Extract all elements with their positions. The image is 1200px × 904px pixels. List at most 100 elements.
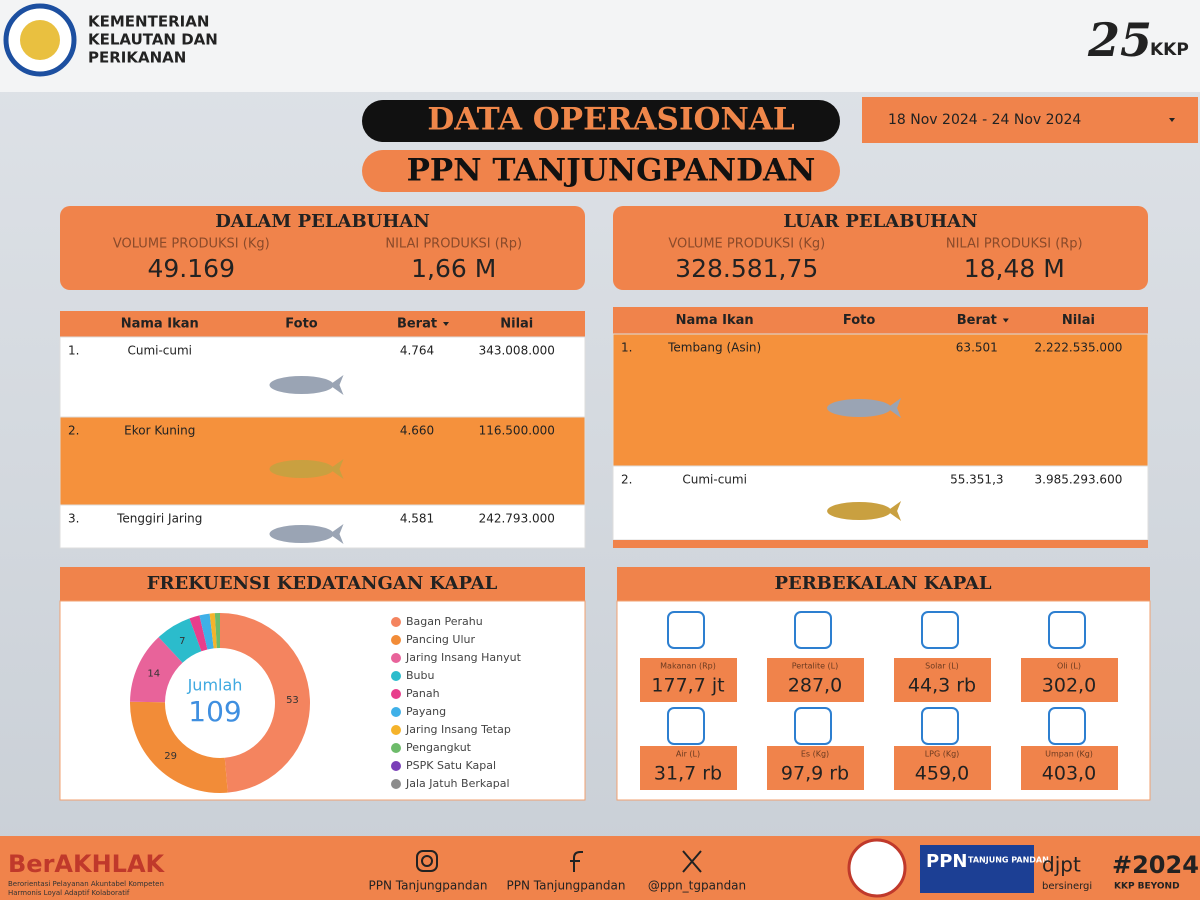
facebook-icon[interactable] — [570, 851, 583, 872]
metric-value: 1,66 M — [411, 254, 496, 283]
brand-logo: KKP — [1150, 40, 1189, 60]
table-row — [59, 504, 586, 549]
donut-slice — [214, 613, 220, 649]
legend-swatch — [391, 707, 401, 717]
berakhlak-logo: BerAKHLAK — [8, 850, 166, 878]
fish-photo — [329, 459, 344, 479]
row-number: 2. — [621, 473, 632, 487]
supply-box — [1021, 658, 1118, 702]
legend-swatch — [391, 635, 401, 645]
metric-value: 49.169 — [148, 254, 235, 283]
supply-icon — [1048, 611, 1086, 649]
donut-slice — [130, 637, 183, 703]
legend-label: Payang — [406, 705, 446, 718]
donut-slice — [130, 701, 228, 793]
legend-label: Jaring Insang Hanyut — [405, 651, 522, 664]
donut-slice — [209, 613, 217, 649]
fish-weight: 4.581 — [400, 512, 434, 526]
fish-photo — [827, 399, 892, 417]
column-header: Foto — [285, 317, 317, 332]
supply-box — [894, 658, 991, 702]
metric-label: VOLUME PRODUKSI (Kg) — [113, 237, 270, 252]
ppn-badge — [920, 845, 1034, 893]
ministry-name: PERIKANAN — [88, 49, 186, 67]
supply-value: 97,9 rb — [781, 763, 849, 785]
supply-label: Es (Kg) — [801, 750, 829, 759]
subtitle-pill — [362, 150, 840, 192]
perbekalan-header — [617, 567, 1150, 601]
supply-label: Umpan (Kg) — [1045, 750, 1093, 759]
supply-icon — [667, 707, 705, 745]
row-number: 1. — [68, 344, 79, 358]
metric-value: 18,48 M — [964, 254, 1065, 283]
legend-label: Jala Jatuh Berkapal — [405, 777, 510, 790]
perbekalan-title: PERBEKALAN KAPAL — [774, 573, 991, 594]
donut-slice — [189, 615, 208, 652]
legend-label: Panah — [406, 687, 440, 700]
table-row — [612, 333, 1149, 467]
header-bar — [0, 0, 1200, 92]
table-header — [60, 311, 585, 337]
fish-photo — [329, 524, 344, 544]
legend-swatch — [391, 617, 401, 627]
supply-box — [767, 746, 864, 790]
beyond: KKP BEYOND — [1114, 882, 1180, 892]
fish-name: Tembang (Asin) — [667, 341, 761, 355]
table-row — [59, 336, 586, 418]
fish-value: 242.793.000 — [479, 512, 555, 526]
zi-badge — [847, 838, 907, 898]
ministry-logo-emblem — [20, 20, 60, 60]
x-icon[interactable] — [682, 850, 702, 873]
ppn-name: TANJUNG PANDAN — [968, 856, 1049, 865]
instagram-handle[interactable]: PPN Tanjungpandan — [369, 879, 488, 893]
fish-weight: 4.660 — [400, 424, 434, 438]
fish-photo — [887, 398, 902, 418]
supply-box — [640, 746, 737, 790]
column-header: Nama Ikan — [121, 317, 199, 332]
supply-icon — [667, 611, 705, 649]
donut-slice — [220, 613, 310, 793]
fish-photo — [269, 525, 334, 543]
date-range[interactable]: 18 Nov 2024 - 24 Nov 2024 — [888, 112, 1081, 128]
table-header — [613, 307, 1148, 334]
row-number: 2. — [68, 424, 79, 438]
column-header: Nama Ikan — [676, 313, 754, 328]
supply-value: 177,7 jt — [651, 675, 724, 697]
berakhlak-sub: Berorientasi Pelayanan Akuntabel Kompete… — [8, 880, 164, 888]
instagram-icon[interactable] — [416, 850, 438, 872]
table-row — [612, 465, 1149, 541]
date-range-picker[interactable] — [862, 97, 1198, 143]
supply-value: 302,0 — [1042, 675, 1096, 697]
fish-photo — [329, 375, 344, 395]
supply-icon — [794, 707, 832, 745]
metric-value: 328.581,75 — [675, 254, 818, 283]
metric-label: NILAI PRODUKSI (Rp) — [385, 237, 522, 252]
fish-photo — [269, 376, 334, 394]
column-header: Berat — [957, 313, 997, 328]
legend-label: Pancing Ulur — [406, 633, 475, 646]
supply-icon — [921, 707, 959, 745]
facebook-handle[interactable]: PPN Tanjungpandan — [507, 879, 626, 893]
column-header: Foto — [843, 313, 875, 328]
summary-panel — [60, 206, 585, 290]
supply-icon — [1048, 707, 1086, 745]
supply-value: 459,0 — [915, 763, 969, 785]
metric-label: VOLUME PRODUKSI (Kg) — [668, 237, 825, 252]
fish-name: Tenggiri Jaring — [116, 512, 202, 526]
supply-box — [894, 746, 991, 790]
slice-label: 53 — [286, 695, 299, 706]
slice-label: 14 — [147, 669, 160, 680]
donut-total: 109 — [188, 695, 241, 728]
legend-label: Pengangkut — [406, 741, 472, 754]
instagram-icon[interactable] — [421, 855, 433, 867]
table-footer — [613, 540, 1148, 548]
title-pill — [362, 100, 840, 142]
supply-label: LPG (Kg) — [925, 750, 960, 759]
fish-value: 2.222.535.000 — [1035, 341, 1123, 355]
x-handle[interactable]: @ppn_tgpandan — [648, 879, 746, 893]
dropdown-arrow[interactable] — [1169, 118, 1175, 122]
table-row — [59, 416, 586, 506]
donut-center-label: Jumlah — [187, 676, 243, 695]
hashtag: #2024 — [1112, 851, 1199, 879]
